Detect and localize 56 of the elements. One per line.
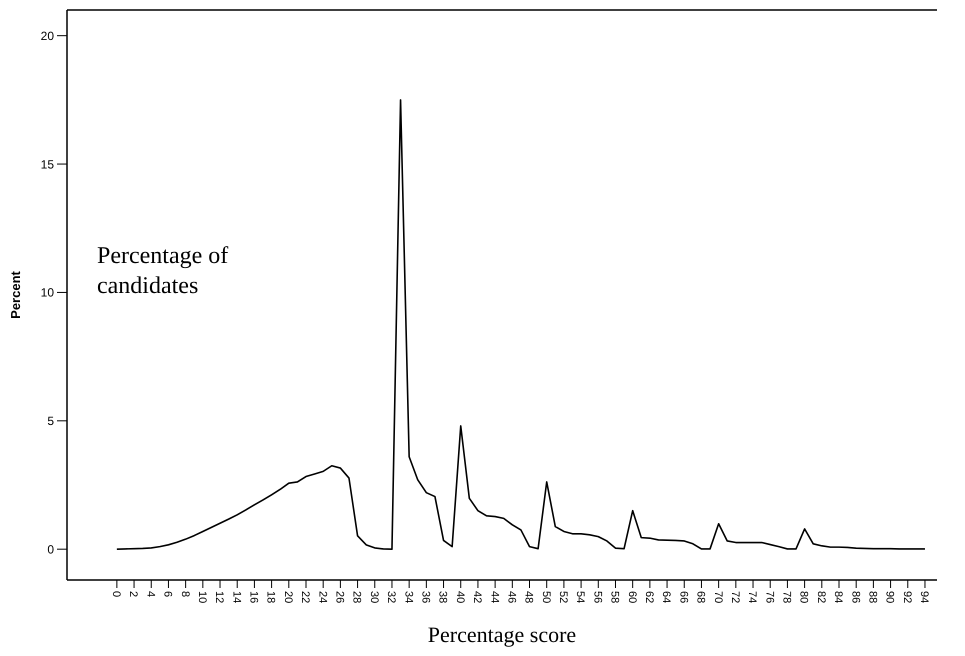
x-tick-label: 86	[849, 591, 862, 604]
y-tick-label: 20	[40, 28, 54, 43]
x-tick-label: 4	[144, 591, 156, 598]
x-tick-label: 90	[884, 591, 896, 604]
x-tick-label: 50	[540, 591, 552, 604]
y-tick-label: 5	[47, 414, 54, 428]
x-tick-label: 28	[350, 591, 363, 604]
x-tick-label: 22	[299, 591, 312, 604]
x-tick-label: 36	[420, 591, 432, 604]
x-tick-label: 70	[712, 591, 724, 604]
x-tick-label: 60	[626, 591, 638, 604]
x-tick-label: 46	[505, 591, 518, 604]
x-tick-label: 20	[282, 591, 294, 604]
x-tick-label: 8	[178, 591, 191, 598]
x-tick-label: 42	[471, 591, 484, 604]
x-tick-label: 12	[213, 591, 226, 604]
x-tick-label: 76	[763, 591, 776, 604]
x-tick-label: 40	[454, 591, 466, 604]
x-tick-label: 6	[162, 591, 174, 598]
x-tick-label: 34	[402, 591, 414, 604]
x-tick-label: 14	[230, 591, 242, 604]
x-tick-label: 16	[248, 591, 260, 604]
x-tick-label: 2	[127, 591, 140, 598]
x-tick-label: 88	[866, 591, 879, 604]
x-tick-label: 26	[334, 591, 346, 604]
x-tick-label: 72	[728, 591, 741, 604]
y-tick-label: 0	[47, 542, 54, 556]
x-tick-label: 54	[574, 591, 586, 604]
x-tick-label: 10	[196, 591, 208, 604]
y-tick-label: 15	[40, 157, 54, 172]
x-tick-label: 82	[814, 591, 827, 604]
x-axis-title: Percentage score	[428, 622, 576, 647]
x-tick-label: 38	[436, 591, 449, 604]
x-tick-label: 44	[488, 591, 500, 604]
annotation: Percentage of candidates	[97, 243, 228, 299]
x-tick-label: 64	[660, 591, 672, 604]
x-tick-label: 78	[780, 591, 793, 604]
x-tick-label: 84	[832, 591, 844, 604]
x-tick-label: 68	[694, 591, 707, 604]
x-tick-label: 24	[316, 591, 328, 604]
x-tick-label: 56	[591, 591, 604, 604]
x-tick-label: 66	[677, 591, 690, 604]
x-tick-label: 92	[900, 591, 913, 604]
x-tick-label: 74	[746, 591, 758, 604]
y-tick-label: 10	[40, 286, 54, 300]
x-tick-label: 58	[608, 591, 621, 604]
x-tick-label: 48	[522, 591, 535, 604]
x-tick-label: 18	[264, 591, 277, 604]
x-tick-label: 30	[368, 591, 380, 604]
y-axis-title: Percent	[8, 270, 23, 319]
x-tick-label: 80	[798, 591, 810, 604]
x-tick-label: 0	[110, 591, 122, 598]
x-tick-label: 32	[385, 591, 398, 604]
x-tick-label: 52	[557, 591, 570, 604]
x-tick-label: 62	[643, 591, 656, 604]
x-tick-label: 94	[918, 591, 930, 604]
